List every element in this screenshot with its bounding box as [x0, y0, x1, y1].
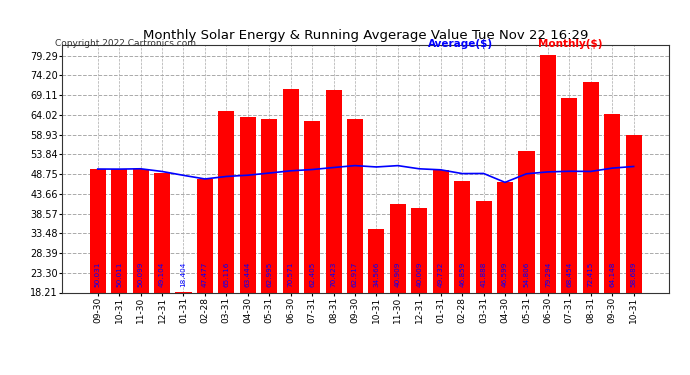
- Text: 62.995: 62.995: [266, 261, 273, 286]
- Bar: [218, 111, 235, 363]
- Text: 50.031: 50.031: [95, 261, 101, 286]
- Text: 70.423: 70.423: [331, 261, 337, 286]
- Text: 47.477: 47.477: [202, 261, 208, 286]
- Bar: [390, 204, 406, 363]
- Bar: [111, 169, 127, 363]
- Bar: [583, 82, 599, 363]
- Bar: [197, 179, 213, 363]
- Text: 40.909: 40.909: [395, 261, 401, 286]
- Text: Copyright 2022 Cartronics.com: Copyright 2022 Cartronics.com: [55, 39, 196, 48]
- Text: 54.806: 54.806: [524, 261, 529, 286]
- Bar: [368, 229, 384, 363]
- Text: 58.689: 58.689: [631, 261, 637, 286]
- Text: 49.104: 49.104: [159, 261, 165, 286]
- Bar: [347, 119, 363, 363]
- Bar: [475, 201, 492, 363]
- Text: 49.732: 49.732: [437, 261, 444, 286]
- Text: 40.009: 40.009: [416, 261, 422, 286]
- Bar: [326, 90, 342, 363]
- Text: 41.888: 41.888: [481, 261, 486, 286]
- Bar: [433, 170, 448, 363]
- Text: 64.148: 64.148: [609, 261, 615, 286]
- Bar: [604, 114, 620, 363]
- Bar: [154, 172, 170, 363]
- Bar: [239, 117, 256, 363]
- Bar: [262, 119, 277, 363]
- Bar: [132, 169, 148, 363]
- Bar: [518, 150, 535, 363]
- Text: 50.099: 50.099: [137, 261, 144, 286]
- Text: 62.917: 62.917: [352, 261, 358, 286]
- Bar: [283, 89, 299, 363]
- Bar: [411, 208, 427, 363]
- Text: 34.566: 34.566: [373, 261, 380, 286]
- Text: 68.454: 68.454: [566, 261, 572, 286]
- Bar: [454, 182, 470, 363]
- Bar: [304, 121, 320, 363]
- Bar: [497, 182, 513, 363]
- Text: Monthly($): Monthly($): [538, 39, 602, 50]
- Text: 79.294: 79.294: [545, 261, 551, 286]
- Text: 62.405: 62.405: [309, 261, 315, 286]
- Text: 18.404: 18.404: [181, 261, 186, 286]
- Text: 70.571: 70.571: [288, 261, 294, 286]
- Bar: [175, 292, 192, 363]
- Text: 72.415: 72.415: [588, 261, 594, 286]
- Title: Monthly Solar Energy & Running Avgerage Value Tue Nov 22 16:29: Monthly Solar Energy & Running Avgerage …: [143, 30, 589, 42]
- Bar: [561, 98, 578, 363]
- Bar: [90, 169, 106, 363]
- Bar: [626, 135, 642, 363]
- Text: 50.011: 50.011: [116, 261, 122, 286]
- Text: 63.444: 63.444: [245, 261, 250, 286]
- Bar: [540, 56, 556, 363]
- Text: 46.599: 46.599: [502, 261, 508, 286]
- Text: Average($): Average($): [428, 39, 493, 50]
- Text: 65.116: 65.116: [224, 261, 229, 286]
- Text: 46.859: 46.859: [459, 261, 465, 286]
